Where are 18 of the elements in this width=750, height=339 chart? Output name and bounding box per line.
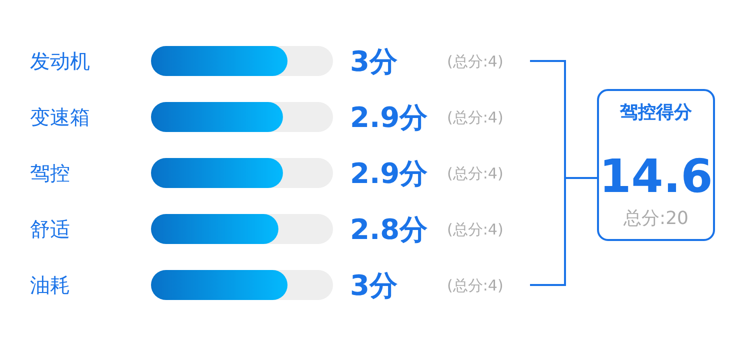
data-label: 3分 [350,268,398,302]
y-tick-label: 舒适 [30,217,70,241]
text: (总分:4) [447,220,504,238]
text: (总分:4) [447,276,504,294]
text: 总分:20 [622,208,688,229]
text: (总分:4) [447,52,504,70]
y-tick-label: 油耗 [30,273,70,297]
y-tick-label: 发动机 [30,49,90,73]
data-label: 2.9分 [350,100,429,134]
text: 14.6 [599,149,713,203]
text: (总分:4) [447,164,504,182]
y-tick-label: 变速箱 [30,105,90,129]
y-tick-label: 驾控 [30,161,70,185]
data-label: 3分 [350,44,398,78]
text: 驾控得分 [619,102,693,123]
data-label: 2.9分 [350,156,429,190]
data-label: 2.8分 [350,212,429,246]
text: (总分:4) [447,108,504,126]
